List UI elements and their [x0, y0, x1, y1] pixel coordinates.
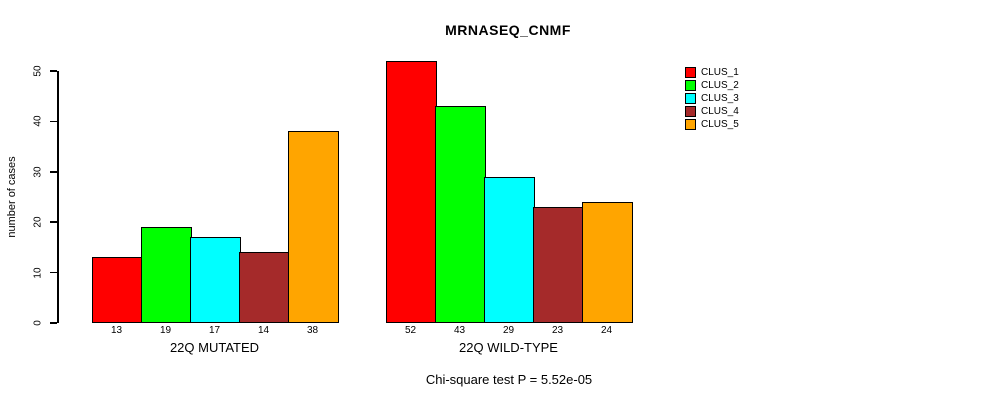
- legend-item: CLUS_2: [685, 79, 739, 92]
- legend-label: CLUS_4: [701, 106, 739, 117]
- chi-square-note: Chi-square test P = 5.52e-05: [425, 372, 593, 387]
- legend-item: CLUS_1: [685, 66, 739, 79]
- bar-CLUS_1: [92, 257, 143, 323]
- group-label: 22Q MUTATED: [169, 340, 260, 355]
- y-tick: [50, 221, 57, 223]
- bar-CLUS_5: [288, 131, 339, 323]
- y-tick: [50, 171, 57, 173]
- legend: CLUS_1 CLUS_2 CLUS_3 CLUS_4 CLUS_5: [685, 66, 739, 131]
- bar-value-label: 38: [306, 325, 319, 336]
- y-tick-label: 50: [32, 65, 44, 77]
- legend-label: CLUS_2: [701, 80, 739, 91]
- bar-CLUS_3: [484, 176, 535, 323]
- bar-CLUS_1: [386, 60, 437, 323]
- legend-label: CLUS_5: [701, 119, 739, 130]
- legend-label: CLUS_1: [701, 67, 739, 78]
- y-axis-line: [57, 71, 59, 323]
- y-tick-label: 30: [32, 166, 44, 178]
- bar-CLUS_3: [190, 237, 241, 323]
- bar-value-label: 52: [404, 325, 417, 336]
- legend-swatch-CLUS_2: [685, 80, 696, 91]
- y-tick-label: 20: [32, 216, 44, 228]
- y-tick-label: 40: [32, 115, 44, 127]
- bar-CLUS_4: [239, 252, 290, 323]
- bar-value-label: 13: [110, 325, 123, 336]
- bar-value-label: 19: [159, 325, 172, 336]
- y-tick: [50, 322, 57, 324]
- legend-swatch-CLUS_1: [685, 67, 696, 78]
- bar-CLUS_4: [533, 207, 584, 323]
- legend-item: CLUS_4: [685, 105, 739, 118]
- bar-value-label: 14: [257, 325, 270, 336]
- bar-CLUS_5: [582, 202, 633, 323]
- bar-value-label: 43: [453, 325, 466, 336]
- bar-CLUS_2: [435, 106, 486, 323]
- y-tick: [50, 70, 57, 72]
- legend-swatch-CLUS_5: [685, 119, 696, 130]
- y-tick: [50, 271, 57, 274]
- bar-value-label: 24: [600, 325, 613, 336]
- legend-item: CLUS_5: [685, 118, 739, 131]
- legend-swatch-CLUS_3: [685, 93, 696, 104]
- legend-label: CLUS_3: [701, 93, 739, 104]
- y-tick-label: 10: [32, 267, 44, 279]
- y-tick-label: 0: [32, 320, 44, 326]
- bar-value-label: 29: [502, 325, 515, 336]
- chart-title: MRNASEQ_CNMF: [445, 22, 571, 38]
- y-tick: [50, 120, 57, 123]
- legend-swatch-CLUS_4: [685, 106, 696, 117]
- y-axis-label: number of cases: [6, 156, 18, 238]
- legend-item: CLUS_3: [685, 92, 739, 105]
- bar-value-label: 23: [551, 325, 564, 336]
- group-label: 22Q WILD-TYPE: [459, 340, 558, 355]
- bar-CLUS_2: [141, 227, 192, 323]
- bar-value-label: 17: [208, 325, 221, 336]
